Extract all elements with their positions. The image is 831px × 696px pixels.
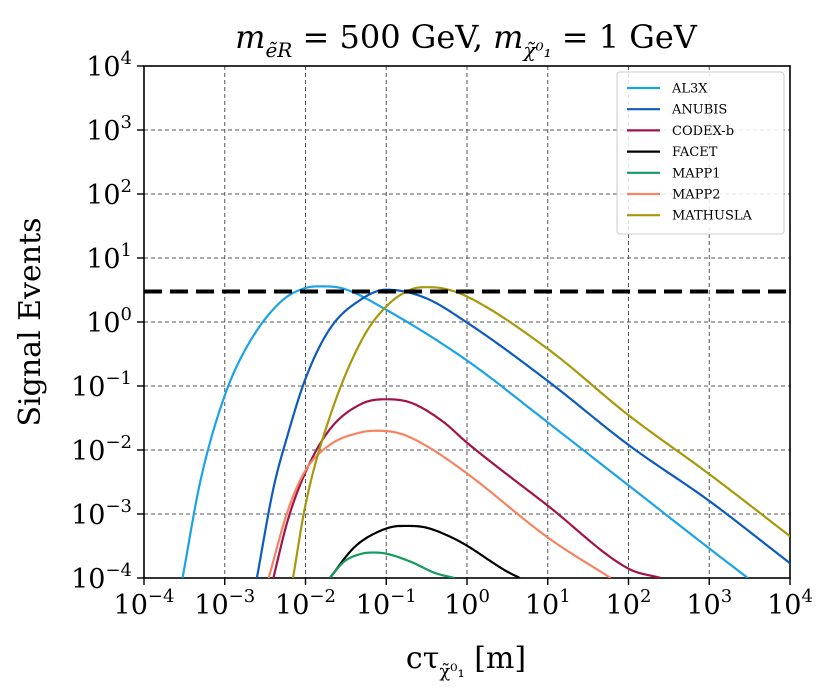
x-tick-label: 101 [525,586,571,621]
y-tick-label: 104 [86,48,132,83]
legend-label: FACET [672,145,718,160]
y-tick-label: 10−1 [71,368,132,403]
grid [144,66,790,578]
y-tick-label: 103 [86,112,132,147]
legend-label: CODEX-b [672,124,734,139]
x-tick-label: 10−1 [356,586,417,621]
y-axis-label: Signal Events [13,217,48,426]
legend-label: ANUBIS [671,103,727,118]
legend-label: MATHUSLA [672,209,752,224]
y-tick-label: 100 [86,304,132,339]
legend: AL3X ANUBIS CODEX-b FACET MAPP1 MAPP2 MATHUSLA [616,71,785,235]
y-tick-label: 10−3 [71,496,132,531]
y-tick-label: 10−4 [71,560,132,595]
series-line-mapp1 [328,551,455,578]
x-axis-label: cτχ̃⁰₁ [m] [406,641,526,682]
x-tick-label: 100 [444,586,490,621]
legend-label: MAPP2 [672,188,720,203]
chart-title: mẽR = 500 GeV, mχ̃⁰₁ = 1 GeV [235,18,698,62]
y-tick-label: 102 [86,176,132,211]
series-line-codex-b [272,398,661,578]
x-tick-label: 102 [606,586,652,621]
series-line-facet [328,524,521,578]
x-tick-label: 10−4 [114,586,175,621]
series-line-mapp2 [267,429,612,578]
legend-label: MAPP1 [672,166,720,181]
x-tick-label: 103 [686,586,732,621]
y-tick-label: 101 [86,240,132,275]
series-line-al3x [181,285,749,578]
series-group [181,285,790,578]
y-tick-label: 10−2 [71,432,132,467]
x-axis-ticks: 10−4 10−3 10−2 10−1 100 101 102 103 104 [114,578,813,621]
series-line-mathusla [291,286,790,578]
y-axis-ticks: 10−4 10−3 10−2 10−1 100 101 102 103 104 [71,48,144,595]
legend-label: AL3X [671,82,708,97]
x-tick-label: 10−2 [275,586,336,621]
series-line-anubis [255,288,790,578]
x-tick-label: 104 [767,586,813,621]
x-tick-label: 10−3 [194,586,255,621]
